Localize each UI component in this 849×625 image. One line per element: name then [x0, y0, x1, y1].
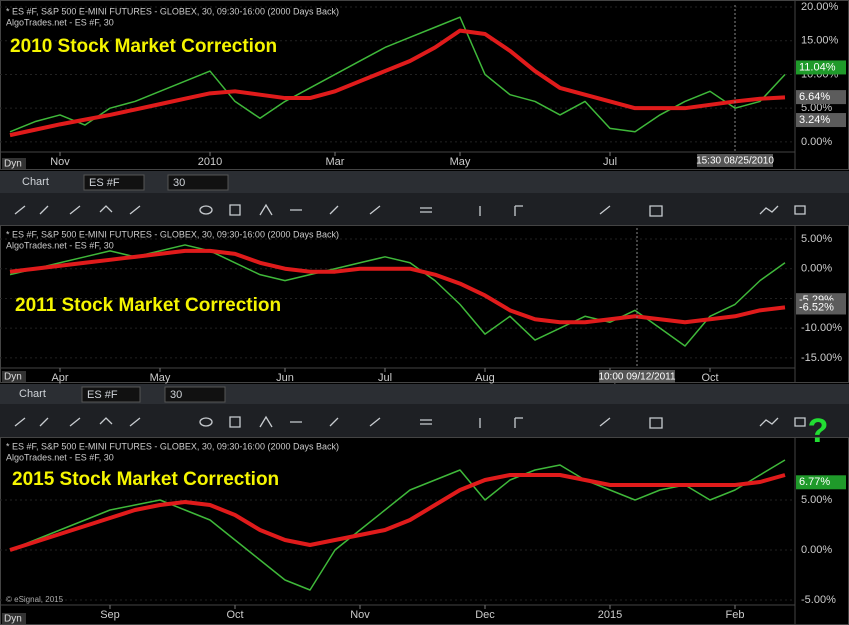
price-tag-label: -6.52%: [799, 301, 834, 313]
y-tick-label: 20.00%: [801, 1, 839, 13]
price-tag-label: 6.77%: [799, 476, 830, 488]
chart-header: * ES #F, S&P 500 E-MINI FUTURES - GLOBEX…: [6, 229, 339, 239]
price-tag-label: 3.24%: [799, 114, 830, 126]
symbol-box[interactable]: [83, 174, 145, 191]
dyn-label: Dyn: [4, 159, 22, 170]
x-tick-label: Feb: [726, 609, 745, 621]
y-tick-label: -10.00%: [801, 322, 842, 334]
x-tick-label: Nov: [350, 609, 370, 621]
interval-box[interactable]: [167, 174, 229, 191]
series-line: [9, 248, 786, 325]
y-tick-label: -5.00%: [801, 594, 836, 606]
x-tick-label: Oct: [701, 372, 718, 384]
interval-box[interactable]: [164, 386, 226, 403]
x-tick-label: Mar: [326, 156, 345, 168]
x-tick-label: Jul: [378, 372, 392, 384]
x-tick-label: Sep: [100, 609, 120, 621]
tool-icons[interactable]: [14, 415, 806, 429]
price-tag-label: 6.64%: [799, 91, 830, 103]
interval[interactable]: 30: [170, 389, 182, 401]
dyn-label: Dyn: [4, 614, 22, 625]
x-tick-label: Aug: [475, 372, 495, 384]
x-tick-label: Dec: [475, 609, 495, 621]
chart-subheader: AlgoTrades.net - ES #F, 30: [6, 452, 114, 462]
cursor-tag: [697, 154, 773, 167]
y-tick-label: 5.00%: [801, 233, 832, 245]
chart-header: * ES #F, S&P 500 E-MINI FUTURES - GLOBEX…: [6, 6, 339, 16]
panel-frame: [0, 225, 849, 383]
x-tick-label: Jun: [276, 372, 294, 384]
y-tick-label: 0.00%: [801, 263, 832, 275]
price-tag: [796, 300, 846, 315]
y-tick-label: 5.00%: [801, 494, 832, 506]
chart-title: 2015 Stock Market Correction: [12, 469, 279, 490]
chart-subheader: AlgoTrades.net - ES #F, 30: [6, 17, 114, 27]
chart-subheader: AlgoTrades.net - ES #F, 30: [6, 240, 114, 250]
y-tick-label: 0.00%: [801, 136, 832, 148]
symbol[interactable]: ES #F: [89, 177, 120, 189]
series-line: [9, 16, 786, 133]
cursor-tag: [599, 370, 675, 383]
price-tag-label: 11.04%: [799, 61, 836, 73]
cursor-label: 15:30 08/25/2010: [696, 156, 774, 167]
series-line: [9, 459, 786, 591]
x-tick-label: Nov: [50, 156, 70, 168]
price-tag: [796, 475, 846, 490]
cursor-label: 10:00 09/12/2011: [598, 372, 676, 383]
panel-frame: [0, 0, 849, 170]
tab-label[interactable]: Chart: [22, 176, 49, 188]
price-tag: [796, 90, 846, 105]
toolbar: Chart ES #F 30: [0, 171, 849, 225]
x-tick-label: Apr: [51, 372, 68, 384]
annotation: ?: [808, 412, 829, 450]
panel-frame: [0, 437, 849, 625]
tab-label[interactable]: Chart: [19, 388, 46, 400]
price-tag: [796, 113, 846, 128]
x-tick-label: 2010: [198, 156, 222, 168]
series-line: [9, 28, 786, 138]
x-tick-label: May: [150, 372, 171, 384]
chart-title: 2011 Stock Market Correction: [15, 295, 281, 316]
chart-header: * ES #F, S&P 500 E-MINI FUTURES - GLOBEX…: [6, 441, 339, 451]
y-tick-label: -15.00%: [801, 352, 842, 364]
dyn-box: [2, 158, 26, 169]
tool-icons[interactable]: [14, 203, 806, 217]
y-tick-label: 0.00%: [801, 544, 832, 556]
symbol-box[interactable]: [81, 386, 141, 403]
dyn-box: [2, 371, 26, 382]
interval[interactable]: 30: [173, 177, 185, 189]
y-tick-label: 15.00%: [801, 35, 839, 47]
x-tick-label: May: [450, 156, 471, 168]
x-tick-label: Oct: [226, 609, 243, 621]
x-tick-label: 2015: [598, 609, 622, 621]
dyn-label: Dyn: [4, 372, 22, 383]
series-line: [9, 473, 786, 552]
x-tick-label: Jul: [603, 156, 617, 168]
symbol[interactable]: ES #F: [87, 389, 118, 401]
price-tag: [796, 60, 846, 75]
credit: © eSignal, 2015: [6, 595, 64, 604]
dyn-box: [2, 613, 26, 624]
y-tick-label: 5.00%: [801, 102, 832, 114]
chart-title: 2010 Stock Market Correction: [10, 36, 277, 57]
toolbar: Chart ES #F 30: [0, 384, 849, 437]
